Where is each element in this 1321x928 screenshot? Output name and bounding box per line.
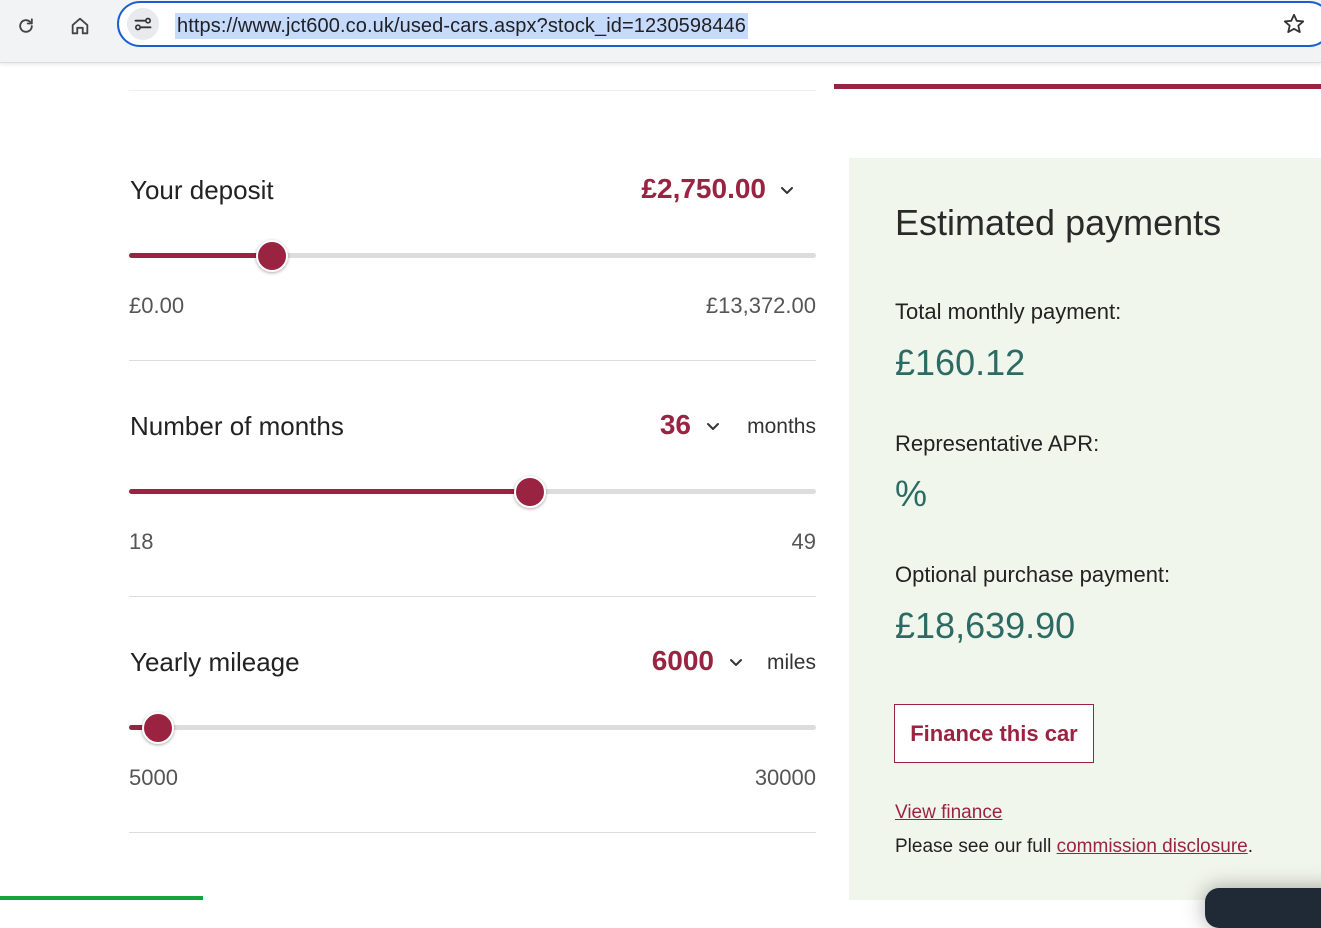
loading-progress-bar [0,896,203,900]
disclosure-prefix: Please see our full [895,836,1057,857]
months-slider-fill [129,489,528,494]
section-divider [129,360,816,361]
months-unit: months [747,415,816,438]
panel-title: Estimated payments [895,202,1222,243]
site-info-icon [134,17,152,31]
optional-payment-label: Optional purchase payment: [895,562,1171,587]
site-info-button[interactable] [127,8,159,40]
mileage-min-label: 5000 [129,765,178,790]
home-button[interactable] [63,9,97,43]
chevron-down-icon[interactable] [704,418,722,436]
mileage-max-label: 30000 [754,765,816,790]
months-slider[interactable] [129,476,816,508]
deposit-value-dropdown[interactable]: £2,750.00 [641,173,766,204]
reload-button[interactable] [9,9,43,43]
mileage-value-dropdown[interactable]: 6000 [651,645,714,676]
deposit-slider[interactable] [129,240,816,272]
top-divider [129,90,816,91]
deposit-min-label: £0.00 [129,293,185,318]
months-min-label: 18 [129,529,154,554]
optional-payment-value: £18,639.90 [895,605,1076,646]
chevron-down-icon[interactable] [727,654,745,672]
apr-label: Representative APR: [895,431,1100,456]
months-value-dropdown[interactable]: 36 [659,409,691,440]
mileage-title: Yearly mileage [130,647,300,677]
monthly-payment-label: Total monthly payment: [895,299,1122,324]
reload-icon [19,18,33,33]
active-tab-accent [834,84,1321,89]
disclosure-suffix: . [1247,836,1253,857]
months-slider-thumb[interactable] [513,476,546,508]
mileage-slider-thumb[interactable] [142,712,175,744]
home-icon [71,17,89,35]
view-finance-link[interactable]: View finance [895,802,1003,823]
mileage-unit: miles [766,651,816,674]
deposit-max-label: £13,372.00 [705,293,816,318]
chevron-down-icon[interactable] [778,182,796,200]
finance-this-car-button[interactable]: Finance this car [894,704,1094,763]
section-divider [129,596,816,597]
disclosure-text: Please see our full commission disclosur… [895,836,1253,858]
estimated-payments-panel: Estimated payments Total monthly payment… [849,158,1321,900]
address-bar[interactable]: https://www.jct600.co.uk/used-cars.aspx?… [117,1,1321,47]
months-title: Number of months [130,411,344,441]
chat-widget-button[interactable] [1205,888,1321,928]
url-text[interactable]: https://www.jct600.co.uk/used-cars.aspx?… [175,13,749,39]
deposit-slider-fill [129,253,271,258]
browser-toolbar: https://www.jct600.co.uk/used-cars.aspx?… [0,0,1321,63]
apr-value: % [895,473,928,514]
commission-disclosure-link[interactable]: commission disclosure [1056,836,1248,857]
months-max-label: 49 [791,529,816,554]
bookmark-star-icon [1283,13,1305,33]
deposit-slider-thumb[interactable] [256,240,289,272]
monthly-payment-value: £160.12 [895,342,1026,383]
bookmark-button[interactable] [1282,12,1306,41]
mileage-slider[interactable] [129,712,816,744]
section-divider [129,832,816,833]
deposit-title: Your deposit [130,175,274,205]
